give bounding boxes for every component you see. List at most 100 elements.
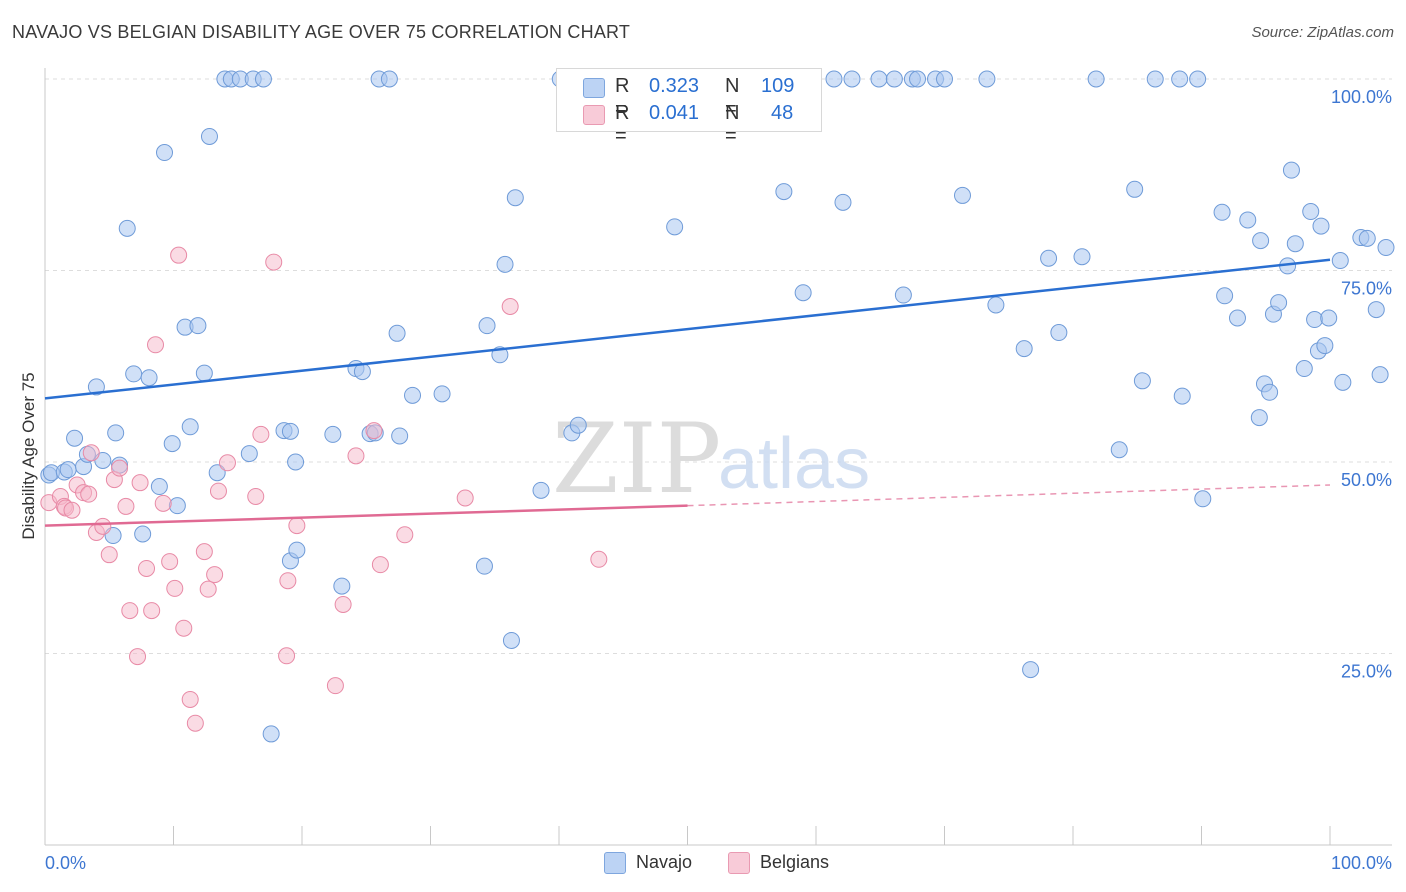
navajo-point (1316, 337, 1334, 355)
belgian-point (117, 497, 135, 515)
navajo-point (87, 378, 105, 396)
navajo-point (1087, 70, 1105, 88)
navajo-point (1270, 294, 1288, 312)
y-tick-label: 50.0% (1341, 470, 1392, 490)
navajo-point (163, 435, 181, 453)
navajo-point (1334, 373, 1352, 391)
navajo-point (1146, 70, 1164, 88)
belgian-point (186, 714, 204, 732)
navajo-point (134, 525, 152, 543)
navajo-point (107, 424, 125, 442)
navajo-trend-line (44, 258, 1331, 400)
navajo-point (502, 631, 520, 649)
r-value: 0.041 (649, 102, 700, 124)
navajo-point (333, 577, 351, 595)
axes (44, 68, 1392, 846)
belgian-point (265, 253, 283, 271)
navajo-point (894, 286, 912, 304)
watermark-atlas: atlas (718, 424, 870, 504)
source-credit: Source: ZipAtlas.com (1251, 24, 1394, 41)
gridlines (45, 78, 1392, 654)
belgian-point (80, 485, 98, 503)
navajo-point (254, 70, 272, 88)
navajo-point (140, 369, 158, 387)
belgian-point (131, 474, 149, 492)
navajo-point (1282, 161, 1300, 179)
navajo-point (1312, 217, 1330, 235)
navajo-point (775, 183, 793, 201)
belgian-point (396, 526, 414, 544)
navajo-point (987, 296, 1005, 314)
navajo-point (506, 189, 524, 207)
n-value: 109 (761, 75, 795, 97)
navajo-point (843, 70, 861, 88)
belgian-point (209, 482, 227, 500)
navajo-point (59, 461, 77, 479)
belgian-point (129, 648, 147, 666)
n-value: 48 (771, 102, 794, 124)
navajo-point (200, 127, 218, 145)
navajo-point (391, 427, 409, 445)
belgian-swatch (583, 105, 605, 125)
r-label: R = (615, 102, 630, 147)
navajo-point (1371, 366, 1389, 384)
chart-title: NAVAJO VS BELGIAN DISABILITY AGE OVER 75… (12, 22, 631, 42)
navajo-point (1367, 301, 1385, 319)
navajo-point (1022, 661, 1040, 679)
belgian-point (121, 602, 139, 620)
navajo-point (281, 422, 299, 440)
navajo-point (388, 324, 406, 342)
y-tick-labels: 25.0% 50.0% 75.0% 100.0% (1331, 87, 1392, 682)
navajo-point (1228, 309, 1246, 327)
y-tick-label: 75.0% (1341, 279, 1392, 299)
belgian-point (278, 647, 296, 665)
watermark: ZIP atlas (552, 403, 870, 515)
navajo-point (953, 186, 971, 204)
navajo-point (181, 418, 199, 436)
y-axis-label: Disability Age Over 75 (19, 372, 38, 539)
belgian-point (63, 501, 81, 519)
navajo-point (125, 365, 143, 383)
navajo-point (66, 429, 84, 447)
belgian-point (326, 677, 344, 695)
navajo-swatch (583, 78, 605, 98)
navajo-point (478, 317, 496, 335)
navajo-point (240, 445, 258, 463)
belgian-point (100, 546, 118, 564)
belgian-point (456, 489, 474, 507)
belgian-point (288, 517, 306, 535)
navajo-point (909, 70, 927, 88)
r-value: 0.323 (649, 75, 700, 97)
belgian-point (111, 459, 129, 477)
navajo-point (475, 557, 493, 575)
navajo-point (532, 481, 550, 499)
belgian-point (175, 619, 193, 637)
navajo-point (380, 70, 398, 88)
belgian-point (154, 494, 172, 512)
navajo-point (262, 725, 280, 743)
belgian-point (147, 336, 165, 354)
x-tick-labels: 0.0% 100.0% (45, 853, 1392, 873)
stats-legend: R = 0.323 N = 109 R = 0.041 N = 48 (556, 68, 822, 147)
navajo-point (433, 385, 451, 403)
belgian-point (252, 425, 270, 443)
navajo-point (1050, 324, 1068, 342)
navajo-point (288, 541, 306, 559)
navajo-point (404, 386, 422, 404)
belgian-trend-extension (687, 484, 1331, 507)
navajo-point (1110, 441, 1128, 459)
navajo-point (1261, 383, 1279, 401)
belgian-points (40, 246, 608, 732)
navajo-point (287, 453, 305, 471)
navajo-point (168, 497, 186, 515)
navajo-point (1015, 340, 1033, 358)
r-label: R = (615, 75, 630, 120)
navajo-point (1216, 287, 1234, 305)
navajo-point (1286, 235, 1304, 253)
navajo-point (189, 317, 207, 335)
belgian-point (138, 559, 156, 577)
navajo-point (569, 416, 587, 434)
navajo-legend-swatch (604, 852, 626, 874)
navajo-point (496, 255, 514, 273)
